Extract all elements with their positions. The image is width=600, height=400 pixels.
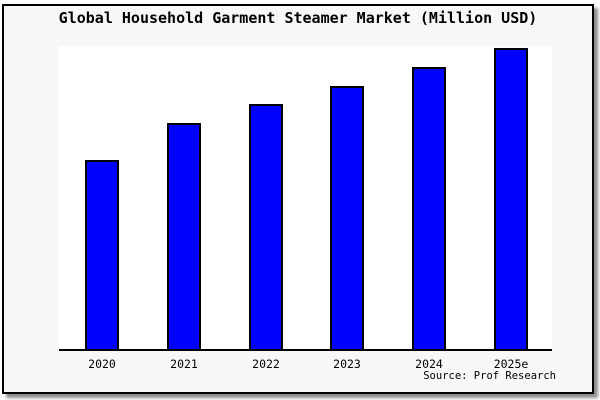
bar-2021 (167, 123, 201, 349)
chart-figure: Global Household Garment Steamer Market … (2, 4, 594, 394)
bar-2023 (330, 86, 364, 349)
source-note: Source: Prof Research (423, 370, 556, 382)
x-tick-label-2023: 2023 (333, 357, 361, 371)
chart-title: Global Household Garment Steamer Market … (58, 9, 538, 27)
bar-2020 (85, 160, 119, 349)
bar-2024 (412, 67, 446, 349)
plot-area (59, 46, 552, 351)
x-axis-labels: 2020 2021 2022 2023 2024 2025e (59, 357, 552, 373)
x-tick-label-2021: 2021 (170, 357, 198, 371)
x-tick-label-2025e: 2025e (493, 357, 529, 371)
x-tick-label-2022: 2022 (252, 357, 280, 371)
x-tick-label-2024: 2024 (415, 357, 443, 371)
bar-2025e (494, 48, 528, 349)
bar-2022 (249, 104, 283, 349)
x-tick-label-2020: 2020 (88, 357, 116, 371)
